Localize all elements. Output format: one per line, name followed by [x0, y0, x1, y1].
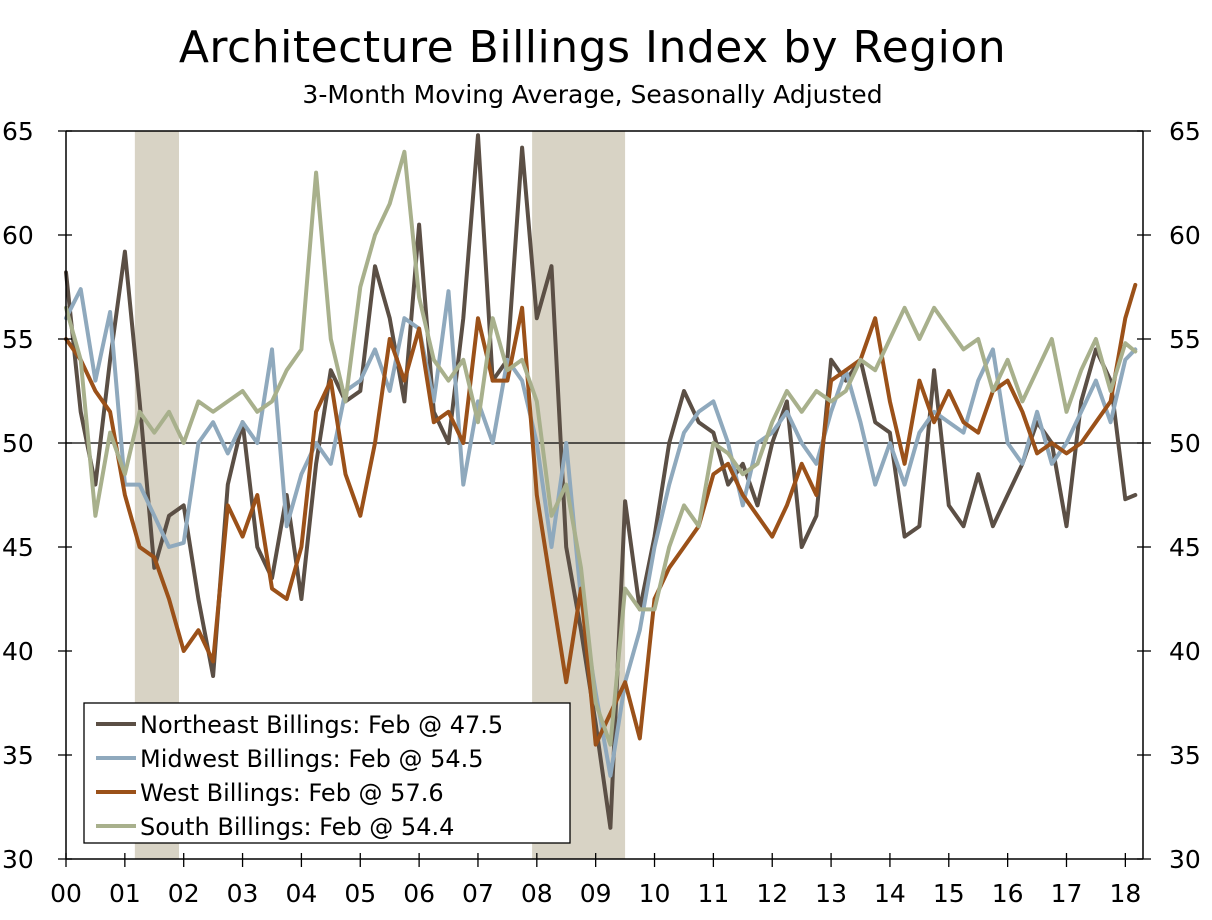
chart-subtitle: 3-Month Moving Average, Seasonally Adjus…: [302, 80, 883, 109]
y-tick-label-right: 40: [1169, 637, 1201, 666]
x-tick-label: 15: [933, 879, 965, 908]
x-tick-label: 09: [580, 879, 612, 908]
y-tick-label-right: 55: [1169, 325, 1201, 354]
legend-label-northeast: Northeast Billings: Feb @ 47.5: [140, 711, 503, 739]
x-tick-label: 05: [344, 879, 376, 908]
y-tick-label-right: 45: [1169, 533, 1201, 562]
y-tick-label-left: 40: [2, 637, 34, 666]
y-tick-label-left: 45: [2, 533, 34, 562]
chart-title: Architecture Billings Index by Region: [178, 22, 1007, 73]
legend-label-south: South Billings: Feb @ 54.4: [140, 813, 454, 841]
y-tick-label-left: 50: [2, 429, 34, 458]
y-tick-label-right: 60: [1169, 221, 1201, 250]
x-tick-label: 04: [286, 879, 318, 908]
x-tick-label: 10: [639, 879, 671, 908]
y-tick-label-right: 50: [1169, 429, 1201, 458]
y-tick-label-right: 30: [1169, 845, 1201, 874]
y-tick-label-left: 55: [2, 325, 34, 354]
series-lines: [64, 133, 1138, 830]
y-tick-label-left: 65: [2, 117, 34, 146]
x-tick-label: 12: [756, 879, 788, 908]
x-tick-label: 14: [874, 879, 906, 908]
x-tick-label: 13: [815, 879, 847, 908]
x-tick-label: 00: [50, 879, 82, 908]
x-tick-label: 01: [109, 879, 141, 908]
series-line-south: [64, 149, 1138, 747]
y-tick-label-right: 35: [1169, 741, 1201, 770]
legend-box: [83, 702, 571, 844]
x-tick-label: 06: [403, 879, 435, 908]
x-tick-label: 11: [697, 879, 729, 908]
axes: 30 30 35 35 40 40 45 45 50 50 55 55 60 60 65 65 00 01 02 03…: [2, 117, 1201, 908]
y-tick-label-right: 65: [1169, 117, 1201, 146]
legend: Northeast Billings: Feb @ 47.5 Midwest Bi…: [83, 702, 571, 844]
y-tick-label-left: 35: [2, 741, 34, 770]
x-tick-label: 17: [1051, 879, 1083, 908]
legend-label-midwest: Midwest Billings: Feb @ 54.5: [140, 745, 484, 773]
x-tick-label: 03: [227, 879, 259, 908]
series-line-northeast: [64, 133, 1138, 830]
x-tick-label: 08: [521, 879, 553, 908]
y-tick-label-left: 30: [2, 845, 34, 874]
legend-label-west: West Billings: Feb @ 57.6: [140, 779, 444, 807]
series-line-midwest: [64, 287, 1138, 778]
x-tick-label: 18: [1109, 879, 1141, 908]
x-tick-label: 07: [462, 879, 494, 908]
x-tick-label: 02: [168, 879, 200, 908]
x-tick-label: 16: [992, 879, 1024, 908]
y-tick-label-left: 60: [2, 221, 34, 250]
